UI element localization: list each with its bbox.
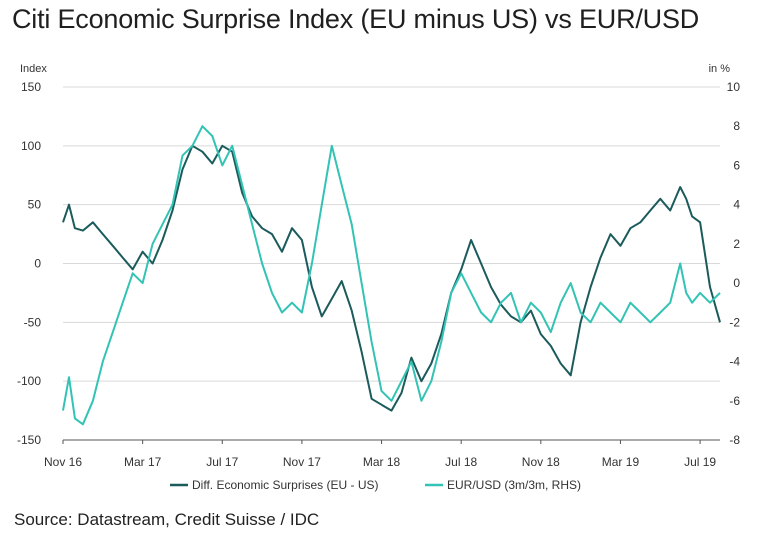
y-right-tick-label: 2	[733, 237, 740, 251]
x-tick-label: Jul 19	[684, 455, 716, 469]
axes: 150 100 50 0 -50 -100 -150 10 8 6 4 2 0 -2 -4 -6 -8 Index…	[17, 63, 740, 469]
y-left-tick-label: 50	[28, 198, 42, 212]
y-left-tick-label: -50	[24, 315, 42, 329]
chart-title: Citi Economic Surprise Index (EU minus U…	[12, 4, 700, 34]
x-tick-label: Nov 18	[522, 455, 560, 469]
y-right-tick-label: 8	[733, 119, 740, 133]
y-right-tick-label: -8	[729, 433, 740, 447]
y-left-tick-label: 100	[21, 139, 41, 153]
series-lines	[62, 125, 721, 426]
x-tick-label: Mar 17	[124, 455, 162, 469]
y-left-tick-label: -150	[17, 433, 41, 447]
y-right-tick-label: -4	[729, 355, 740, 369]
legend-item-eurusd-label: EUR/USD (3m/3m, RHS)	[447, 478, 581, 492]
legend-item-diff-surprises-label: Diff. Economic Surprises (EU - US)	[192, 478, 379, 492]
x-tick-label: Jul 17	[206, 455, 238, 469]
source-note: Source: Datastream, Credit Suisse / IDC	[14, 510, 320, 529]
series-line-diff-surprises	[62, 144, 721, 412]
x-tick-label: Mar 18	[363, 455, 401, 469]
y-right-tick-label: 6	[733, 158, 740, 172]
x-tick-label: Nov 17	[283, 455, 321, 469]
y-left-tick-label: -100	[17, 374, 41, 388]
y-left-tick-label: 0	[34, 257, 41, 271]
y-right-tick-label: 0	[733, 276, 740, 290]
y-right-axis-label: in %	[709, 63, 731, 75]
x-tick-label: Mar 19	[602, 455, 640, 469]
y-left-axis-label: Index	[20, 63, 47, 75]
y-right-tick-label: 4	[733, 198, 740, 212]
legend: Diff. Economic Surprises (EU - US) EUR/US…	[170, 478, 581, 492]
gridlines	[63, 86, 720, 441]
y-left-tick-label: 150	[21, 80, 41, 94]
series-line-eurusd	[62, 125, 721, 426]
y-right-tick-label: -6	[729, 394, 740, 408]
x-tick-label: Nov 16	[44, 455, 82, 469]
x-tick-label: Jul 18	[445, 455, 477, 469]
y-right-tick-label: 10	[727, 80, 741, 94]
y-right-tick-label: -2	[729, 315, 740, 329]
